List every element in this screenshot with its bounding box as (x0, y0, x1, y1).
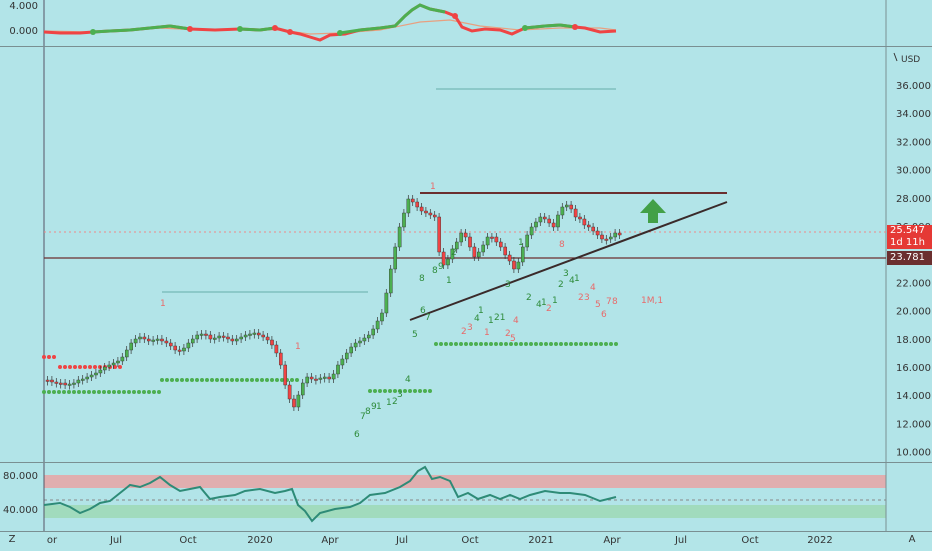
count-annotation: 1M,1 (641, 296, 663, 306)
top-tick-0: 0.000 (9, 26, 38, 37)
svg-text:9: 9 (371, 402, 377, 412)
svg-text:2: 2 (546, 304, 552, 314)
svg-text:4: 4 (405, 375, 411, 385)
time-label: Apr (321, 535, 339, 546)
last-price-value: 25.547 (890, 225, 925, 236)
bar-countdown: 1d 11h (890, 237, 925, 248)
svg-text:5: 5 (510, 334, 516, 344)
svg-text:21: 21 (494, 313, 505, 323)
svg-text:3: 3 (584, 293, 590, 303)
svg-text:4: 4 (474, 314, 480, 324)
svg-text:6: 6 (420, 306, 426, 316)
svg-text:4: 4 (536, 300, 542, 310)
svg-text:7: 7 (360, 412, 366, 422)
svg-text:7: 7 (606, 297, 612, 307)
price-tick: 10.000 (896, 448, 931, 459)
rsi-chart: 80.000 40.000 (3, 463, 887, 531)
price-tick: 22.000 (896, 278, 931, 289)
svg-text:4: 4 (590, 283, 596, 293)
svg-text:1: 1 (478, 306, 484, 316)
svg-text:2: 2 (392, 397, 398, 407)
top-indicator-chart: 4.000 0.000 (9, 0, 887, 46)
time-label: Oct (741, 535, 759, 546)
rsi-tick-40: 40.000 (3, 505, 38, 516)
time-label: Jul (109, 535, 123, 546)
auto-scale-button[interactable]: A (908, 534, 916, 545)
time-label: or (46, 535, 58, 546)
svg-text:3: 3 (563, 269, 569, 279)
time-label: Oct (461, 535, 479, 546)
currency-label: USD (901, 55, 920, 65)
pane-separator-2[interactable] (0, 462, 932, 463)
time-axis[interactable]: or Jul Oct 2020 Apr Jul Oct 2021 Apr Jul… (0, 531, 932, 551)
svg-text:1: 1 (518, 238, 524, 248)
svg-text:1: 1 (386, 398, 392, 408)
svg-text:1: 1 (430, 182, 436, 192)
rsi-pane[interactable]: 80.000 40.000 (0, 463, 932, 531)
svg-text:7: 7 (425, 313, 431, 323)
up-arrow-icon (640, 199, 666, 223)
price-tick: 12.000 (896, 419, 931, 430)
svg-text:8: 8 (432, 266, 438, 276)
pane-separator-1[interactable] (0, 46, 932, 47)
svg-text:1: 1 (484, 328, 490, 338)
rsi-tick-80: 80.000 (3, 471, 38, 482)
svg-text:2: 2 (505, 329, 511, 339)
svg-text:1: 1 (376, 402, 382, 412)
svg-text:2: 2 (526, 293, 532, 303)
price-tick: 20.000 (896, 307, 931, 318)
svg-text:1: 1 (488, 316, 494, 326)
svg-text:2: 2 (451, 248, 457, 258)
price-tick: 18.000 (896, 335, 931, 346)
svg-text:8: 8 (365, 407, 371, 417)
last-price-tag: 25.547 1d 11h (887, 225, 932, 249)
time-label: Jul (674, 535, 688, 546)
svg-text:1: 1 (574, 274, 580, 284)
price-tick: 28.000 (896, 194, 931, 205)
time-label: Oct (179, 535, 197, 546)
time-label: 2022 (807, 535, 833, 546)
svg-text:4: 4 (569, 276, 575, 286)
svg-text:5: 5 (412, 330, 418, 340)
time-label: Apr (603, 535, 621, 546)
svg-text:1: 1 (446, 276, 452, 286)
price-tick: 30.000 (896, 166, 931, 177)
top-indicator-pane[interactable]: 4.000 0.000 (0, 0, 932, 46)
price-tick: 36.000 (896, 81, 931, 92)
svg-text:8: 8 (559, 240, 565, 250)
svg-text:2: 2 (578, 293, 584, 303)
svg-text:6: 6 (601, 310, 607, 320)
svg-text:1: 1 (160, 299, 166, 309)
svg-text:9: 9 (438, 262, 444, 272)
level-price-tag: 23.781 (887, 251, 932, 265)
price-tick: 16.000 (896, 363, 931, 374)
svg-text:5: 5 (595, 300, 601, 310)
top-tick-4: 4.000 (9, 1, 38, 12)
price-tick: 14.000 (896, 391, 931, 402)
svg-text:3: 3 (467, 323, 473, 333)
svg-text:2: 2 (461, 327, 467, 337)
price-tick: 34.000 (896, 109, 931, 120)
time-label: Jul (395, 535, 409, 546)
svg-text:1: 1 (552, 296, 558, 306)
svg-text:2: 2 (558, 280, 564, 290)
price-tick: 32.000 (896, 137, 931, 148)
svg-text:1: 1 (541, 298, 547, 308)
svg-text:4: 4 (513, 316, 519, 326)
svg-text:8: 8 (612, 297, 618, 307)
svg-text:3: 3 (505, 280, 511, 290)
time-label: 2020 (247, 535, 273, 546)
svg-text:1: 1 (295, 342, 301, 352)
time-label: 2021 (528, 535, 554, 546)
svg-text:3: 3 (397, 390, 403, 400)
svg-text:6: 6 (354, 430, 360, 440)
zoom-button[interactable]: Z (8, 534, 16, 545)
svg-text:8: 8 (419, 274, 425, 284)
